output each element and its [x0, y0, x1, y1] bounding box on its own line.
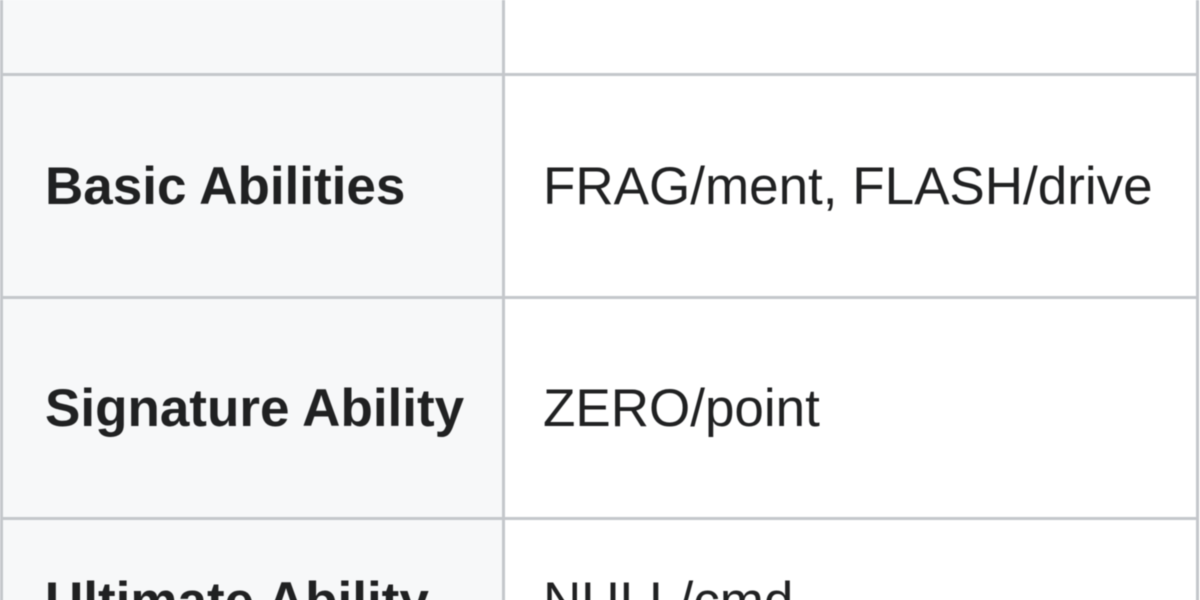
row-value-cell [505, 0, 1196, 73]
row-value-cell: NULL/cmd [505, 520, 1196, 600]
row-label-cell [3, 0, 505, 73]
row-label-cell: Ultimate Ability [3, 520, 505, 600]
table-row-basic-abilities: Basic Abilities FRAG/ment, FLASH/drive [3, 76, 1196, 299]
row-label-cell: Signature Ability [3, 299, 505, 517]
table-row-clipped-top [3, 0, 1196, 76]
table-row-clipped-bottom: Ultimate Ability NULL/cmd [3, 520, 1196, 600]
table-row-signature-ability: Signature Ability ZERO/point [3, 299, 1196, 520]
row-label-cell: Basic Abilities [3, 76, 505, 296]
row-value-cell: ZERO/point [505, 299, 1196, 517]
row-value-cell: FRAG/ment, FLASH/drive [505, 76, 1196, 296]
